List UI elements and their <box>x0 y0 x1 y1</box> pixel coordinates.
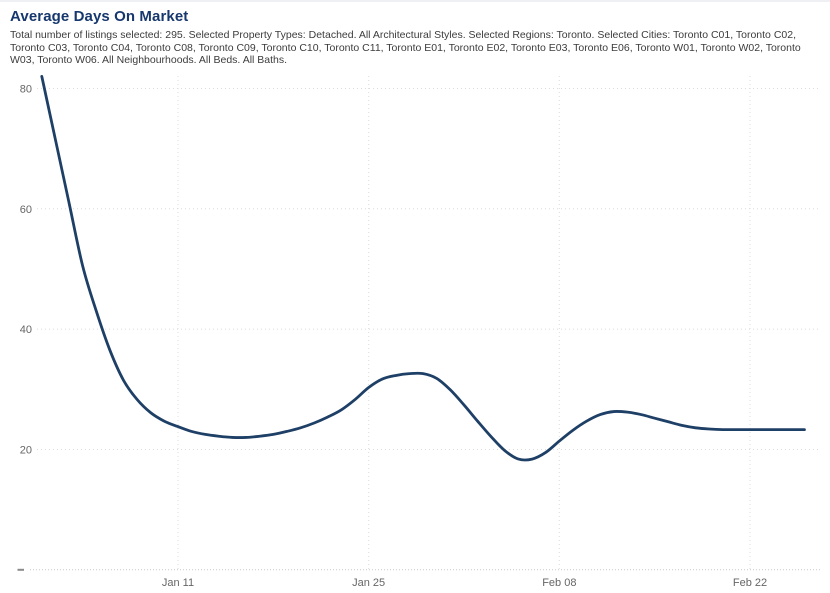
y-axis-tick-label-40: 40 <box>20 324 32 336</box>
y-axis-tick-label-80: 80 <box>20 83 32 95</box>
x-axis-tick-label-Feb-22: Feb 22 <box>733 577 767 589</box>
x-axis-tick-label-Jan-11: Jan 11 <box>162 577 194 589</box>
chart-subtitle: Total number of listings selected: 295. … <box>10 29 801 66</box>
y-axis-tick-label-60: 60 <box>20 204 32 216</box>
series-line-average-days-on-market[interactable] <box>40 75 806 462</box>
x-axis-tick-label-Jan-25: Jan 25 <box>352 577 385 589</box>
chart-title: Average Days On Market <box>10 8 189 25</box>
x-axis-tick-label-Feb-08: Feb 08 <box>542 577 576 589</box>
y-axis-tick-label-20: 20 <box>20 444 32 456</box>
